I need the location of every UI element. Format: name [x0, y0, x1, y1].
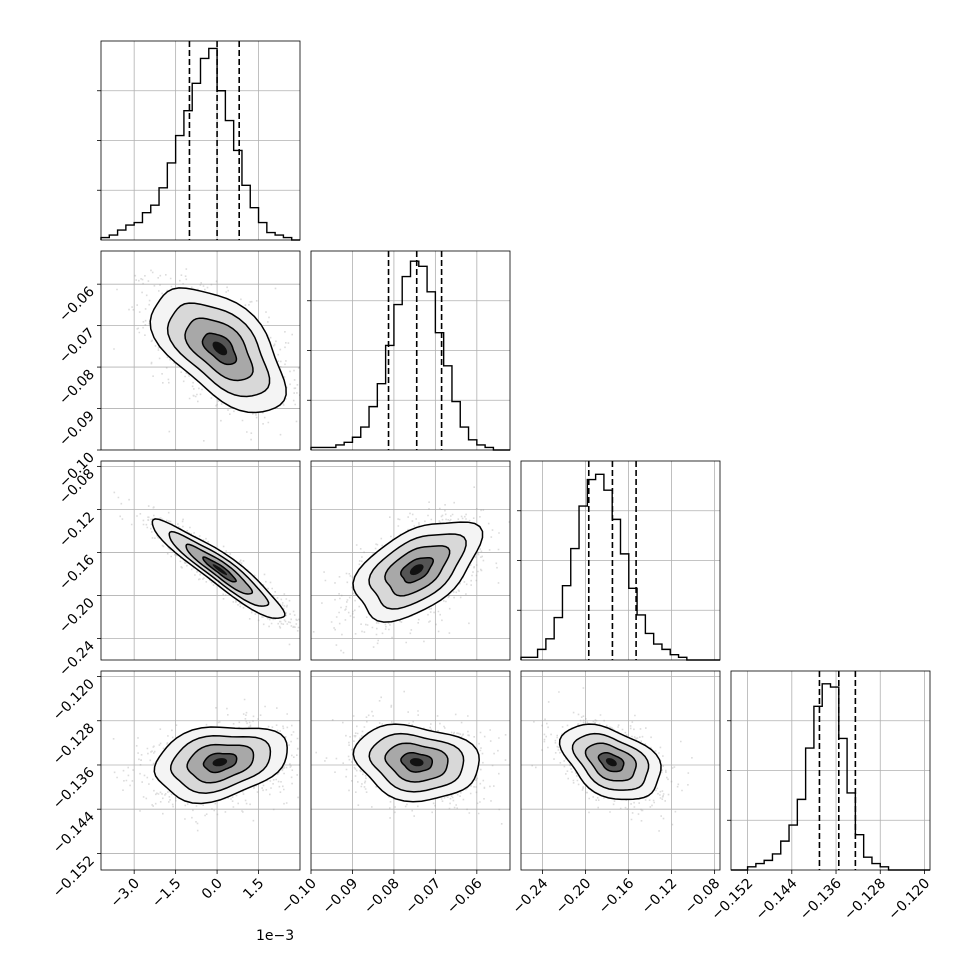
- x-offset-label: 1e−3: [256, 928, 294, 944]
- contour-line-2: [368, 533, 467, 610]
- contour-line-4: [400, 557, 434, 584]
- histogram-frame: [730, 670, 931, 871]
- contour-line-3: [185, 543, 254, 595]
- contour-line-3: [184, 317, 254, 382]
- panel-content: [101, 251, 300, 450]
- contour-line-2: [169, 735, 272, 794]
- panel-frame: [520, 670, 721, 871]
- scatter-panel-r3-c2: [520, 670, 721, 871]
- contour-line-4: [202, 752, 238, 774]
- contour-line-2: [166, 302, 271, 398]
- histogram-frame: [520, 460, 721, 661]
- contour-line-1: [352, 723, 480, 803]
- histogram-steps: [100, 47, 300, 241]
- scatter-panel-r2-c1: [310, 460, 511, 661]
- contour-line-1: [558, 723, 662, 801]
- histogram-panel-1: [97, 40, 301, 241]
- panel-content: [311, 461, 510, 660]
- panel-frame: [100, 460, 301, 661]
- contour-line-4: [400, 751, 434, 773]
- contour-line-3: [384, 545, 451, 597]
- scatter-panel-r3-c0: [100, 670, 301, 871]
- contour-line-2: [368, 732, 465, 793]
- histogram-steps: [731, 683, 930, 871]
- histogram-frame: [310, 250, 511, 451]
- contour-line-3: [384, 742, 449, 783]
- panel-content: [311, 671, 510, 870]
- panel-frame: [310, 460, 511, 661]
- panel-frame: [100, 250, 301, 451]
- contour-line-2: [571, 732, 650, 791]
- histogram-panel-2: [307, 250, 511, 451]
- contour-line-1: [151, 518, 286, 620]
- histogram-frame: [100, 40, 301, 241]
- histogram-panel-3: [517, 460, 721, 661]
- contour-line-1: [153, 726, 288, 805]
- density-core: [409, 564, 424, 576]
- scatter-panel-r2-c0: [100, 460, 301, 661]
- panel-content: [521, 671, 720, 870]
- density-core: [212, 564, 228, 576]
- contour-line-4: [201, 332, 238, 366]
- density-core: [605, 758, 617, 767]
- contour-line-1: [352, 521, 484, 623]
- histogram-steps: [310, 260, 510, 451]
- panel-frame: [310, 670, 511, 871]
- histogram-panel-4: [727, 670, 931, 871]
- panel-content: [101, 671, 300, 870]
- contour-line-4: [597, 751, 625, 773]
- scatter-panel-r3-c1: [310, 670, 511, 871]
- scatter-panel-r1-c0: [100, 250, 301, 451]
- panel-frame: [100, 670, 301, 871]
- density-core: [212, 758, 228, 767]
- contour-line-3: [584, 742, 637, 782]
- density-core: [409, 758, 424, 767]
- density-core: [212, 341, 228, 356]
- contour-line-1: [149, 287, 287, 414]
- panel-content: [101, 461, 300, 660]
- contour-line-3: [186, 743, 255, 784]
- contour-line-4: [202, 556, 237, 583]
- contour-line-2: [168, 530, 270, 607]
